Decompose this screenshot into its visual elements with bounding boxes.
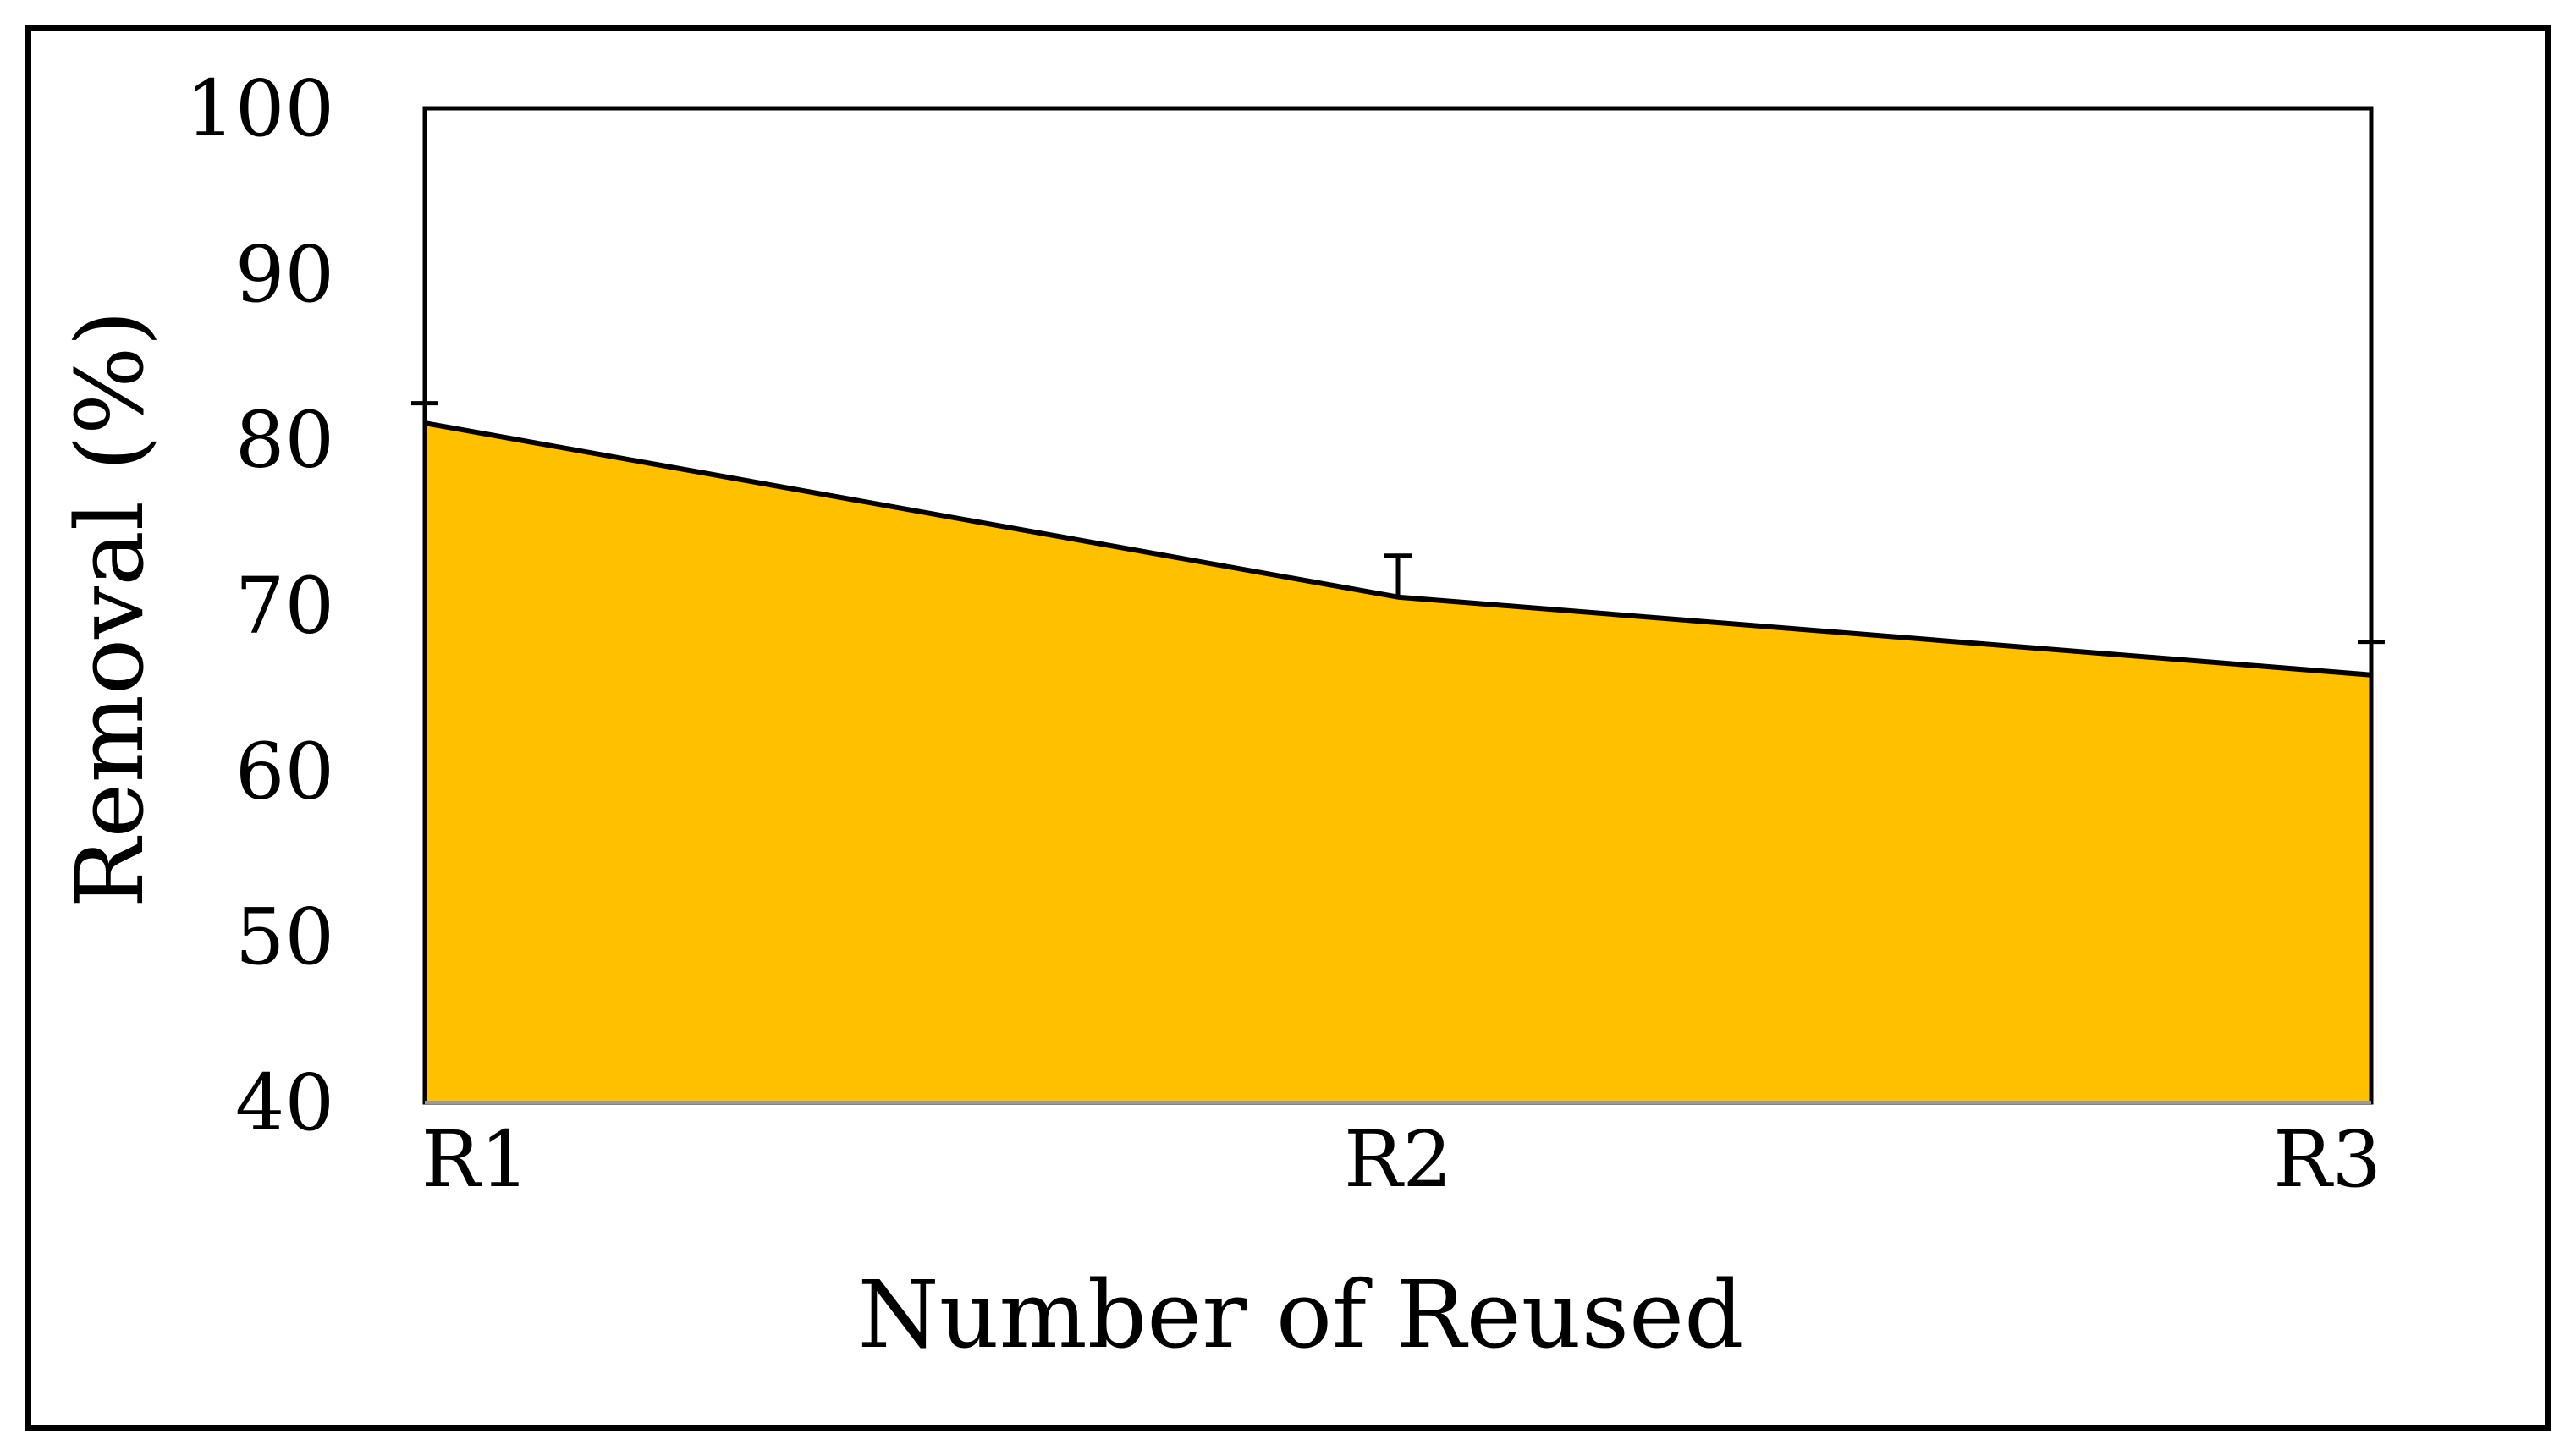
y-tick-label: 70 [235,561,334,651]
plot-area [411,106,2385,1105]
y-tick-label: 50 [235,892,334,982]
x-tick-label-R3: R3 [2273,1114,2381,1205]
x-axis-ticks: R1 R2 R3 [421,1114,2381,1205]
x-tick-label-R1: R1 [421,1114,530,1205]
x-tick-label-R2: R2 [1344,1114,1452,1205]
y-tick-label: 90 [235,229,334,320]
y-tick-label: 60 [235,726,334,816]
area-fill [425,423,2371,1102]
y-tick-label: 80 [235,395,334,486]
x-axis-title: Number of Reused [857,1261,1743,1369]
y-tick-label: 100 [185,63,334,154]
y-axis-title: Removal (%) [56,310,164,909]
y-tick-label: 40 [235,1058,334,1148]
y-axis-ticks: 40 50 60 70 80 90 100 [185,63,334,1148]
